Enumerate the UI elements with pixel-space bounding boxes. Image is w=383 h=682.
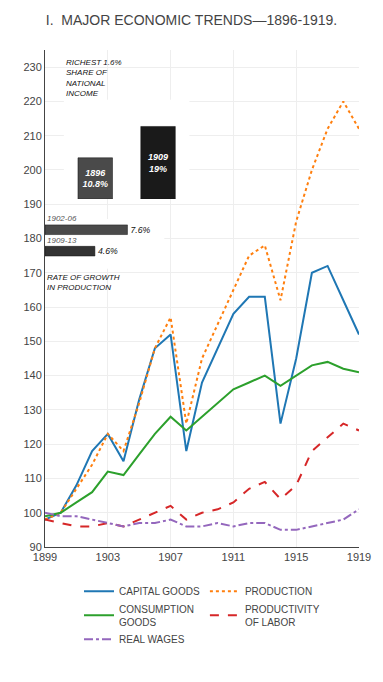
svg-text:RICHEST 1.6%SHARE OFNATIONALIN: RICHEST 1.6%SHARE OFNATIONALINCOME [66, 58, 122, 98]
svg-text:PRODUCTION: PRODUCTION [245, 586, 312, 597]
svg-text:90: 90 [30, 541, 42, 553]
svg-text:160: 160 [23, 301, 41, 313]
svg-text:110: 110 [24, 472, 42, 484]
svg-text:190919%: 190919% [148, 152, 168, 174]
svg-text:4.6%: 4.6% [98, 246, 118, 256]
svg-text:200: 200 [23, 164, 41, 176]
svg-text:1903: 1903 [96, 551, 120, 563]
svg-text:1907: 1907 [158, 551, 182, 563]
svg-text:130: 130 [23, 404, 41, 416]
svg-text:140: 140 [23, 369, 41, 381]
svg-text:190: 190 [23, 198, 41, 210]
svg-text:170: 170 [23, 267, 41, 279]
svg-text:1899: 1899 [33, 551, 57, 563]
svg-text:180: 180 [23, 232, 41, 244]
svg-text:1915: 1915 [284, 551, 308, 563]
svg-text:1909-13: 1909-13 [47, 236, 77, 245]
svg-text:120: 120 [23, 438, 41, 450]
svg-text:RATE OF GROWTHIN PRODUCTION: RATE OF GROWTHIN PRODUCTION [47, 273, 120, 292]
svg-text:REAL WAGES: REAL WAGES [119, 634, 185, 645]
svg-text:I. MAJOR ECONOMIC TRENDS—1896: I. MAJOR ECONOMIC TRENDS—1896-1919. [46, 12, 337, 28]
svg-text:210: 210 [23, 130, 41, 142]
svg-text:1911: 1911 [222, 551, 246, 563]
svg-text:1902-06: 1902-06 [47, 214, 77, 223]
svg-text:150: 150 [23, 335, 41, 347]
svg-text:CAPITAL GOODS: CAPITAL GOODS [119, 586, 200, 597]
svg-text:CONSUMPTIONGOODS: CONSUMPTIONGOODS [119, 604, 194, 628]
svg-text:189610.8%: 189610.8% [82, 168, 108, 190]
svg-text:7.6%: 7.6% [130, 225, 150, 235]
svg-text:1919: 1919 [347, 551, 371, 563]
svg-text:220: 220 [23, 95, 41, 107]
svg-text:230: 230 [23, 61, 41, 73]
svg-text:100: 100 [23, 507, 41, 519]
svg-text:PRODUCTIVITYOF LABOR: PRODUCTIVITYOF LABOR [245, 604, 320, 628]
